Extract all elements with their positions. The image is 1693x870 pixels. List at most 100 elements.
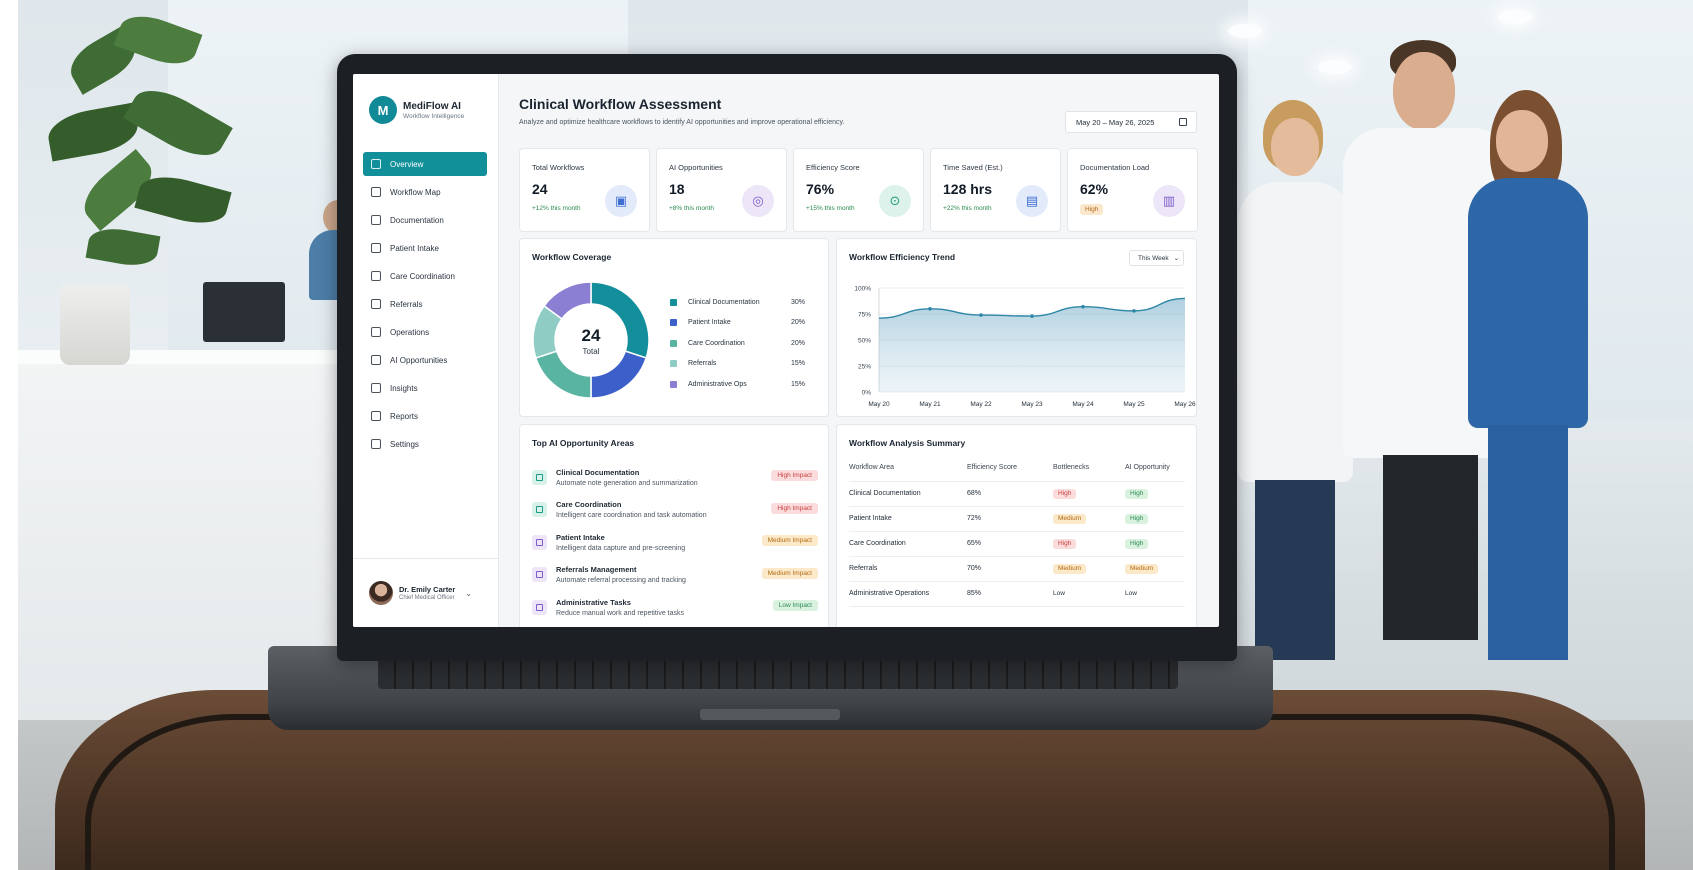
table-row[interactable]: Referrals 70% Medium Medium [849, 556, 1185, 582]
trend-point[interactable] [1030, 314, 1034, 318]
kpi-card[interactable]: AI Opportunities 18 +8% this month ◎ [656, 148, 787, 232]
date-range-value: May 20 – May 26, 2025 [1076, 117, 1155, 127]
legend-swatch [670, 380, 677, 388]
table-row[interactable]: Care Coordination 65% High High [849, 531, 1185, 557]
opportunity-icon [532, 469, 547, 485]
sidebar-item-label: Documentation [390, 215, 444, 225]
card-title: Top AI Opportunity Areas [532, 438, 635, 448]
table-row[interactable]: Patient Intake 72% Medium High [849, 506, 1185, 532]
kpi-card[interactable]: Time Saved (Est.) 128 hrs +22% this month ▤ [930, 148, 1061, 232]
legend-label: Clinical Documentation [688, 298, 760, 306]
list-item[interactable]: Administrative Tasks Reduce manual work a… [532, 591, 818, 624]
ai-opportunities-card: Top AI Opportunity Areas Clinical Docume… [519, 424, 829, 627]
sidebar-item-label: Reports [390, 411, 419, 421]
sidebar-item-workflow-map[interactable]: Workflow Map [363, 180, 487, 204]
kpi-card[interactable]: Total Workflows 24 +12% this month ▣ [519, 148, 650, 232]
sidebar-item-care-coordination[interactable]: Care Coordination [363, 264, 487, 288]
trend-point[interactable] [1132, 309, 1136, 313]
x-tick-label: May 24 [1072, 401, 1094, 408]
summary-table: Workflow Area Efficiency Score Bottlenecks… [849, 455, 1185, 607]
sidebar-item-ai-opportunities[interactable]: AI Opportunities [363, 348, 487, 372]
donut-slice[interactable] [590, 350, 648, 399]
sidebar-item-settings[interactable]: Settings [363, 432, 487, 456]
chevron-down-icon[interactable]: ⌄ [465, 588, 472, 598]
table-row[interactable]: Administrative Operations 85% Low Low [849, 581, 1185, 607]
opportunity-icon [532, 567, 547, 583]
donut-slice[interactable] [534, 350, 592, 399]
trend-chart: 100% 75% 50% 25% 0% May 20 May 21 May 22 May 23 M… [854, 286, 1196, 409]
legend-label: Patient Intake [688, 319, 731, 327]
status-badge: High [1080, 204, 1104, 215]
legend-swatch [670, 339, 677, 347]
table-header-cell[interactable]: Bottlenecks [1053, 455, 1125, 482]
y-tick-label: 25% [858, 364, 871, 371]
legend-label: Referrals [688, 360, 717, 368]
brand-logo-icon: M [369, 96, 397, 124]
trend-point[interactable] [979, 313, 983, 317]
sidebar-item-label: Workflow Map [390, 187, 441, 197]
brand[interactable]: M MediFlow AI Workflow Intelligence [369, 96, 464, 124]
sidebar-item-reports[interactable]: Reports [363, 404, 487, 428]
list-item[interactable]: Clinical Documentation Automate note gene… [532, 461, 818, 494]
ai-icon [371, 355, 381, 365]
table-header-cell[interactable]: Efficiency Score [967, 455, 1053, 482]
chevron-down-icon: ⌄ [1173, 255, 1180, 262]
legend-item: Administrative Ops 15% [670, 374, 805, 395]
sidebar-item-documentation[interactable]: Documentation [363, 208, 487, 232]
kpi-card[interactable]: Documentation Load 62% High ▥ [1067, 148, 1198, 232]
cell-score: 70% [967, 556, 1053, 582]
bottleneck-badge: High [1053, 538, 1077, 549]
laptop-touchpad [700, 709, 840, 720]
cell-score: 72% [967, 506, 1053, 532]
list-item[interactable]: Patient Intake Intelligent data capture a… [532, 526, 818, 559]
date-range-picker[interactable]: May 20 – May 26, 2025 [1065, 111, 1197, 133]
laptop-screen: M MediFlow AI Workflow Intelligence Over… [353, 74, 1219, 627]
sidebar-item-referrals[interactable]: Referrals [363, 292, 487, 316]
trend-point[interactable] [928, 307, 932, 311]
list-item[interactable]: Care Coordination Intelligent care coordi… [532, 494, 818, 527]
patient-icon [371, 243, 381, 253]
avatar [369, 581, 393, 605]
impact-badge: High Impact [771, 502, 818, 514]
table-header-cell[interactable]: Workflow Area [849, 455, 967, 482]
main-content: Clinical Workflow Assessment Analyze and… [499, 74, 1219, 627]
donut-slice[interactable] [543, 281, 592, 320]
doctor-female-left [1233, 100, 1353, 660]
opportunity-icon [532, 599, 547, 615]
legend-swatch [670, 360, 677, 368]
list-item[interactable]: Referrals Management Automate referral pr… [532, 559, 818, 592]
background-monitor [203, 282, 285, 342]
sidebar-item-operations[interactable]: Operations [363, 320, 487, 344]
sidebar-item-label: AI Opportunities [390, 355, 448, 365]
clipboard-icon: ▣ [605, 185, 637, 217]
kpi-card[interactable]: Efficiency Score 76% +15% this month ⊙ [793, 148, 924, 232]
table-header-cell[interactable]: AI Opportunity [1125, 455, 1185, 482]
efficiency-trend-card: Workflow Efficiency Trend This Week ⌄ 10… [836, 238, 1197, 417]
opportunity-desc: Intelligent care coordination and task a… [556, 512, 707, 520]
cell-area: Referrals [849, 556, 967, 582]
impact-badge: Low Impact [772, 600, 818, 611]
y-tick-label: 100% [854, 286, 871, 293]
opportunity-title: Clinical Documentation [556, 467, 640, 477]
insights-icon [371, 383, 381, 393]
legend-value: 15% [790, 360, 805, 368]
sidebar-item-patient-intake[interactable]: Patient Intake [363, 236, 487, 260]
ai-opportunity-badge: Low [1125, 590, 1137, 597]
opportunity-title: Referrals Management [556, 565, 637, 575]
donut-slice[interactable] [590, 281, 650, 359]
sidebar-item-insights[interactable]: Insights [363, 376, 487, 400]
sidebar-item-overview[interactable]: Overview [363, 152, 487, 176]
kpi-row: Total Workflows 24 +12% this month ▣ AI Oppo… [519, 148, 1198, 232]
sidebar-item-label: Insights [390, 383, 418, 393]
ai-opportunity-badge: High [1125, 488, 1149, 499]
period-select[interactable]: This Week ⌄ [1129, 250, 1184, 266]
card-title: Workflow Efficiency Trend [849, 252, 956, 262]
user-profile[interactable]: Dr. Emily Carter Chief Medical Officer ⌄ [353, 558, 499, 627]
sidebar-item-label: Settings [390, 439, 419, 449]
y-tick-label: 50% [858, 338, 871, 345]
impact-badge: Medium Impact [761, 535, 818, 546]
ceiling-light [1498, 10, 1532, 24]
x-tick-label: May 23 [1021, 401, 1043, 408]
table-row[interactable]: Clinical Documentation 68% High High [849, 481, 1185, 507]
trend-point[interactable] [1081, 304, 1085, 309]
